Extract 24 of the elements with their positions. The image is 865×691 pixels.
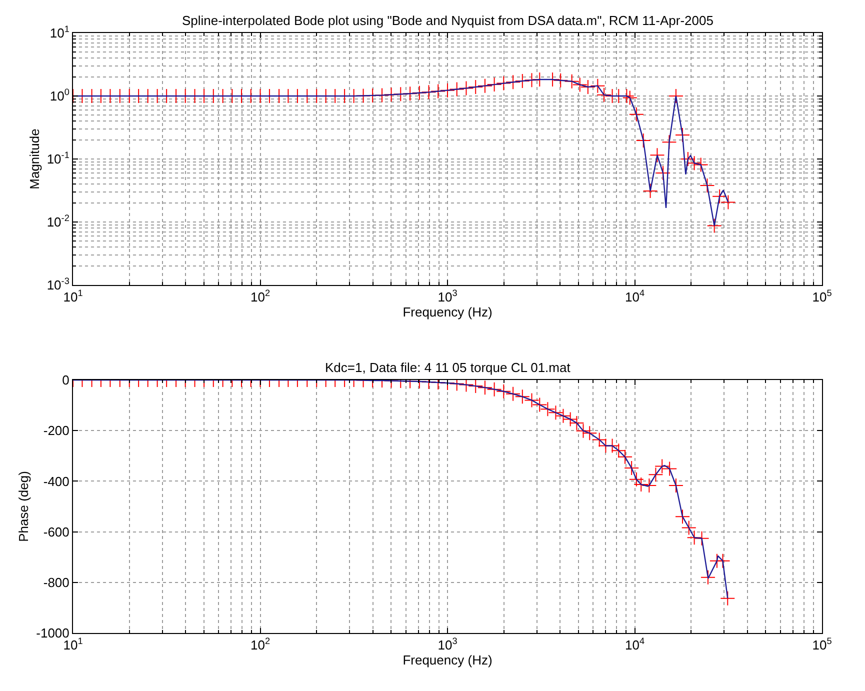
y-tick-label: 10$^{-2}$ <box>46 213 70 230</box>
y-tick-label: 0 <box>62 372 70 388</box>
y-tick-label: -800 <box>43 574 70 590</box>
y-tick-label: -600 <box>43 524 70 540</box>
x-axis-title: Frequency (Hz) <box>402 304 492 320</box>
chart-title: Spline-interpolated Bode plot using "Bode and Nyquist from DSA data.m", RCM 11-Apr-2005 <box>182 13 714 28</box>
x-tick-label: 10$^{5}$ <box>812 636 832 653</box>
y-tick-label: -200 <box>43 423 70 438</box>
y-tick-label: 10$^{1}$ <box>50 24 70 41</box>
x-tick-label: 10$^{4}$ <box>624 636 645 653</box>
y-axis-title: Phase (deg) <box>16 471 32 542</box>
y-tick-label: -1000 <box>36 626 70 641</box>
chart-title: Kdc=1, Data file: 4 11 05 torque CL 01.mat <box>325 360 571 375</box>
y-tick-label: 10$^{0}$ <box>50 87 70 104</box>
x-tick-label: 10$^{3}$ <box>438 288 458 305</box>
x-tick-label: 10$^{4}$ <box>624 288 645 305</box>
x-tick-label: 10$^{5}$ <box>812 288 832 305</box>
x-tick-label: 10$^{2}$ <box>250 636 270 653</box>
x-tick-label: 10$^{3}$ <box>438 636 458 653</box>
x-axis-title: Frequency (Hz) <box>402 652 492 668</box>
y-axis-title: Magnitude <box>26 128 42 190</box>
y-tick-label: -400 <box>43 474 70 489</box>
x-tick-label: 10$^{2}$ <box>250 288 270 305</box>
y-tick-label: 10$^{-1}$ <box>46 150 70 167</box>
